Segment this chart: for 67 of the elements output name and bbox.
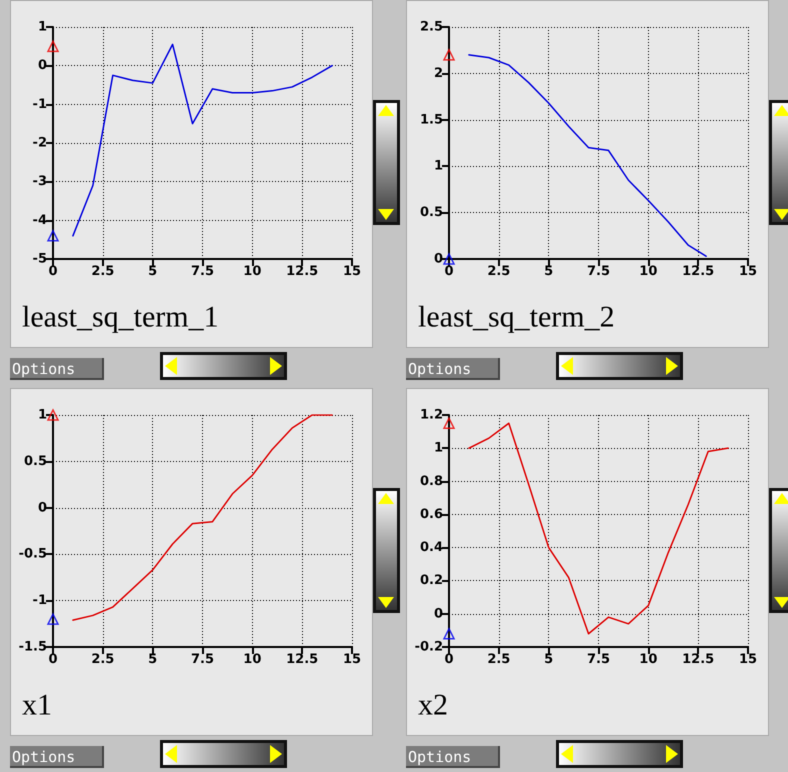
x-tick-label: 5 bbox=[544, 264, 554, 279]
options-button: Options bbox=[406, 358, 500, 380]
options-button: Options bbox=[10, 746, 104, 768]
x-tick-label: 12.5 bbox=[286, 652, 318, 667]
x-tick-label: 12.5 bbox=[286, 264, 318, 279]
x-tick-label: 0 bbox=[444, 264, 454, 279]
x-tick-label: 15 bbox=[738, 652, 758, 667]
x-tick-label: 15 bbox=[342, 652, 362, 667]
y-tick-label: 0 bbox=[38, 58, 47, 74]
y-tick-label: 0 bbox=[434, 606, 443, 622]
y-tick-label: 1 bbox=[434, 440, 443, 456]
y-tick-label: 0 bbox=[38, 500, 47, 516]
y-tick-label: 0.5 bbox=[24, 454, 47, 469]
y-tick-label: -0.5 bbox=[18, 546, 47, 562]
text: least_sq_term_2 bbox=[418, 300, 615, 334]
y-tick-label: -1 bbox=[32, 96, 47, 112]
x-tick-label: 2.5 bbox=[91, 652, 114, 667]
x-tick-label: 15 bbox=[738, 264, 758, 279]
y-tick-label: 1 bbox=[38, 408, 47, 422]
y-tick-label: 1 bbox=[434, 158, 443, 174]
y-tick-label: -2 bbox=[32, 136, 47, 150]
x-tick-label: 10 bbox=[639, 264, 658, 279]
x-tick-label: 10 bbox=[639, 652, 658, 667]
y-tick-label: -1.5 bbox=[18, 640, 47, 654]
y-tick-label: -4 bbox=[32, 212, 47, 228]
y-tick-label: 1.2 bbox=[420, 408, 443, 422]
x-tick-label: 7.5 bbox=[190, 264, 214, 279]
text: x1 bbox=[22, 688, 52, 722]
y-tick-label: 0.8 bbox=[420, 474, 443, 489]
y-tick-label: 0.2 bbox=[420, 573, 443, 588]
y-tick-label: 1 bbox=[38, 20, 47, 34]
y-tick-label: 1.5 bbox=[420, 112, 443, 128]
x-tick-label: 7.5 bbox=[586, 652, 610, 667]
x-tick-label: 5 bbox=[544, 652, 554, 667]
text: x2 bbox=[418, 688, 448, 722]
x-tick-label: 2.5 bbox=[91, 264, 114, 279]
x-tick-label: 2.5 bbox=[487, 264, 510, 279]
y-tick-label: -3 bbox=[32, 174, 47, 190]
y-tick-label: 0.5 bbox=[420, 205, 443, 220]
options-button: Options bbox=[406, 746, 500, 768]
text: least_sq_term_1 bbox=[22, 300, 219, 334]
y-tick-label: 2 bbox=[434, 66, 443, 81]
y-tick-label: -0.2 bbox=[414, 640, 443, 654]
x-tick-label: 7.5 bbox=[190, 652, 214, 667]
x-tick-label: 10 bbox=[243, 652, 262, 667]
x-tick-label: 0 bbox=[48, 264, 58, 279]
line-series bbox=[72, 414, 333, 621]
y-tick-label: 2.5 bbox=[420, 20, 443, 34]
y-tick-label: -1 bbox=[32, 593, 47, 608]
x-tick-label: 15 bbox=[342, 264, 362, 279]
y-tick-label: 0.6 bbox=[420, 506, 443, 522]
x-tick-label: 12.5 bbox=[682, 652, 714, 667]
line-series bbox=[468, 422, 729, 634]
x-tick-label: 2.5 bbox=[487, 652, 510, 667]
x-tick-label: 12.5 bbox=[682, 264, 714, 279]
y-tick-label: 0 bbox=[434, 252, 443, 266]
x-tick-label: 7.5 bbox=[586, 264, 610, 279]
x-tick-label: 0 bbox=[444, 652, 454, 667]
x-tick-label: 5 bbox=[148, 652, 158, 667]
y-tick-label: -5 bbox=[32, 252, 47, 266]
x-tick-label: 5 bbox=[148, 264, 158, 279]
y-tick-label: 0.4 bbox=[420, 540, 443, 556]
x-tick-label: 0 bbox=[48, 652, 58, 667]
options-button: Options bbox=[10, 358, 104, 380]
x-tick-label: 10 bbox=[243, 264, 262, 279]
line-series bbox=[72, 44, 333, 237]
line-series bbox=[468, 54, 707, 257]
